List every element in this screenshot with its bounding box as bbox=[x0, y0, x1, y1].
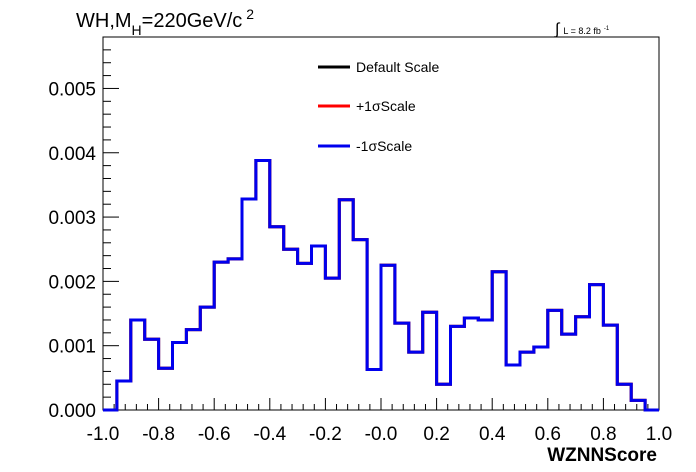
y-tick-label: 0.001 bbox=[48, 337, 96, 358]
y-tick-label: 0.004 bbox=[48, 144, 96, 165]
title-part-rest: =220GeV/c bbox=[142, 10, 243, 32]
title-part-main: WH,M bbox=[76, 10, 132, 32]
legend-label-default: Default Scale bbox=[356, 59, 439, 75]
legend-label-minus1sigma: -1σScale bbox=[356, 138, 412, 154]
chart-title: WH,MH=220GeV/c 2 bbox=[76, 6, 254, 38]
lumi-text: L = 8.2 fb bbox=[563, 26, 600, 36]
title-subscript: H bbox=[132, 22, 142, 38]
x-tick-label: 0.6 bbox=[535, 424, 561, 445]
lumi-superscript: -1 bbox=[604, 26, 610, 32]
x-tick-label: -0.0 bbox=[365, 424, 398, 445]
x-tick-label: 0.2 bbox=[423, 424, 449, 445]
x-tick-label: 0.8 bbox=[590, 424, 616, 445]
legend: Default Scale +1σScale -1σScale bbox=[318, 59, 439, 154]
lumi-integral-sign: ∫ bbox=[554, 21, 561, 38]
legend-label-plus1sigma: +1σScale bbox=[356, 98, 416, 114]
series-group bbox=[103, 158, 659, 412]
x-tick-label: 0.4 bbox=[479, 424, 506, 445]
series-minus1sigma-scale bbox=[103, 158, 659, 412]
y-tick-labels: 0.000 0.001 0.002 0.003 0.004 0.005 bbox=[48, 79, 96, 422]
x-tick-label: 1.0 bbox=[646, 424, 672, 445]
y-tick-label: 0.000 bbox=[48, 401, 96, 422]
x-tick-label: -0.2 bbox=[309, 424, 342, 445]
title-superscript: 2 bbox=[246, 6, 254, 22]
y-tick-label: 0.002 bbox=[48, 272, 96, 293]
y-tick-label: 0.003 bbox=[48, 208, 96, 229]
x-tick-labels: -1.0 -0.8 -0.6 -0.4 -0.2 -0.0 0.2 0.4 0.6 0.8 1.0 bbox=[87, 424, 673, 445]
x-tick-label: -0.6 bbox=[198, 424, 231, 445]
x-axis-title: WZNNScore bbox=[547, 445, 657, 466]
axis-ticks bbox=[102, 36, 660, 411]
x-tick-label: -0.8 bbox=[142, 424, 175, 445]
x-tick-label: -1.0 bbox=[87, 424, 120, 445]
y-tick-label: 0.005 bbox=[48, 79, 96, 100]
lumi-label: ∫ L = 8.2 fb -1 bbox=[554, 21, 610, 38]
x-tick-label: -0.4 bbox=[253, 424, 286, 445]
